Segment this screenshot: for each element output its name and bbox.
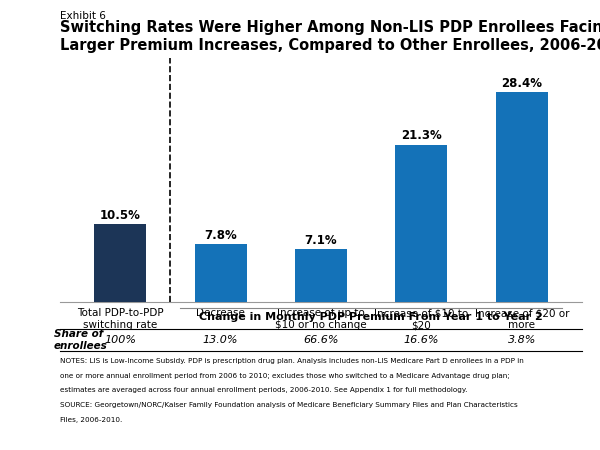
Bar — [94, 224, 146, 302]
Text: one or more annual enrollment period from 2006 to 2010; excludes those who switc: one or more annual enrollment period fro… — [60, 373, 509, 378]
Text: 7.1%: 7.1% — [305, 234, 337, 247]
Text: THE HENRY J.: THE HENRY J. — [530, 378, 568, 383]
Text: Share of
enrollees: Share of enrollees — [54, 329, 108, 351]
Text: 16.6%: 16.6% — [404, 335, 439, 345]
Text: 10.5%: 10.5% — [100, 209, 140, 222]
Text: 3.8%: 3.8% — [508, 335, 536, 345]
Text: Exhibit 6: Exhibit 6 — [60, 11, 106, 21]
Text: 7.8%: 7.8% — [204, 229, 237, 242]
Text: FOUNDATION: FOUNDATION — [530, 429, 568, 434]
Text: 13.0%: 13.0% — [203, 335, 238, 345]
Text: 28.4%: 28.4% — [501, 77, 542, 90]
Text: Change in Monthly PDP Premium From Year 1 to Year 2: Change in Monthly PDP Premium From Year … — [199, 312, 543, 322]
Bar — [395, 144, 448, 302]
Text: Files, 2006-2010.: Files, 2006-2010. — [60, 417, 122, 423]
Text: FAMILY: FAMILY — [524, 409, 574, 422]
Text: SOURCE: Georgetown/NORC/Kaiser Family Foundation analysis of Medicare Beneficiar: SOURCE: Georgetown/NORC/Kaiser Family Fo… — [60, 402, 518, 408]
Text: 100%: 100% — [104, 335, 136, 345]
Text: estimates are averaged across four annual enrollment periods, 2006-2010. See App: estimates are averaged across four annua… — [60, 387, 467, 393]
Bar — [295, 249, 347, 302]
Text: Switching Rates Were Higher Among Non-LIS PDP Enrollees Facing
Larger Premium In: Switching Rates Were Higher Among Non-LI… — [60, 20, 600, 53]
Bar — [496, 92, 548, 302]
Bar — [194, 244, 247, 302]
Text: NOTES: LIS is Low-Income Subsidy. PDP is prescription drug plan. Analysis includ: NOTES: LIS is Low-Income Subsidy. PDP is… — [60, 358, 524, 364]
Text: KAISER: KAISER — [524, 392, 574, 405]
Text: 66.6%: 66.6% — [303, 335, 339, 345]
Text: 21.3%: 21.3% — [401, 130, 442, 143]
